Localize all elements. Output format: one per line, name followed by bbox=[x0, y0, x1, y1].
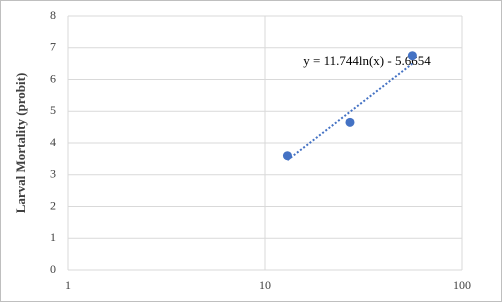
y-tick-label: 6 bbox=[50, 71, 56, 85]
point bbox=[345, 117, 355, 127]
y-axis-label: Larval Mortality (probit) bbox=[13, 73, 28, 214]
y-tick-label: 7 bbox=[50, 40, 56, 54]
y-tick-label: 2 bbox=[50, 198, 56, 212]
point bbox=[407, 51, 417, 61]
y-tick-label: 4 bbox=[50, 135, 56, 149]
y-tick-label: 8 bbox=[50, 8, 56, 22]
y-tick-label: 0 bbox=[50, 262, 56, 276]
x-tick-label: 100 bbox=[453, 278, 471, 292]
y-tick-label: 5 bbox=[50, 103, 56, 117]
trendline-equation: y = 11.744ln(x) - 5.6654 bbox=[303, 53, 431, 68]
point bbox=[282, 151, 292, 161]
y-tick-label: 3 bbox=[50, 167, 56, 181]
x-tick-label: 10 bbox=[259, 278, 271, 292]
x-tick-label: 1 bbox=[65, 278, 71, 292]
y-tick-label: 1 bbox=[50, 230, 56, 244]
